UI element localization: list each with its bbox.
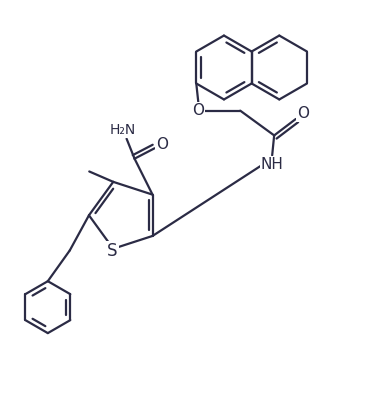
Text: O: O [156,137,168,152]
Text: NH: NH [261,157,284,172]
Text: O: O [297,106,309,121]
Text: S: S [107,242,118,260]
Text: H₂N: H₂N [109,123,136,137]
Text: O: O [192,103,204,118]
